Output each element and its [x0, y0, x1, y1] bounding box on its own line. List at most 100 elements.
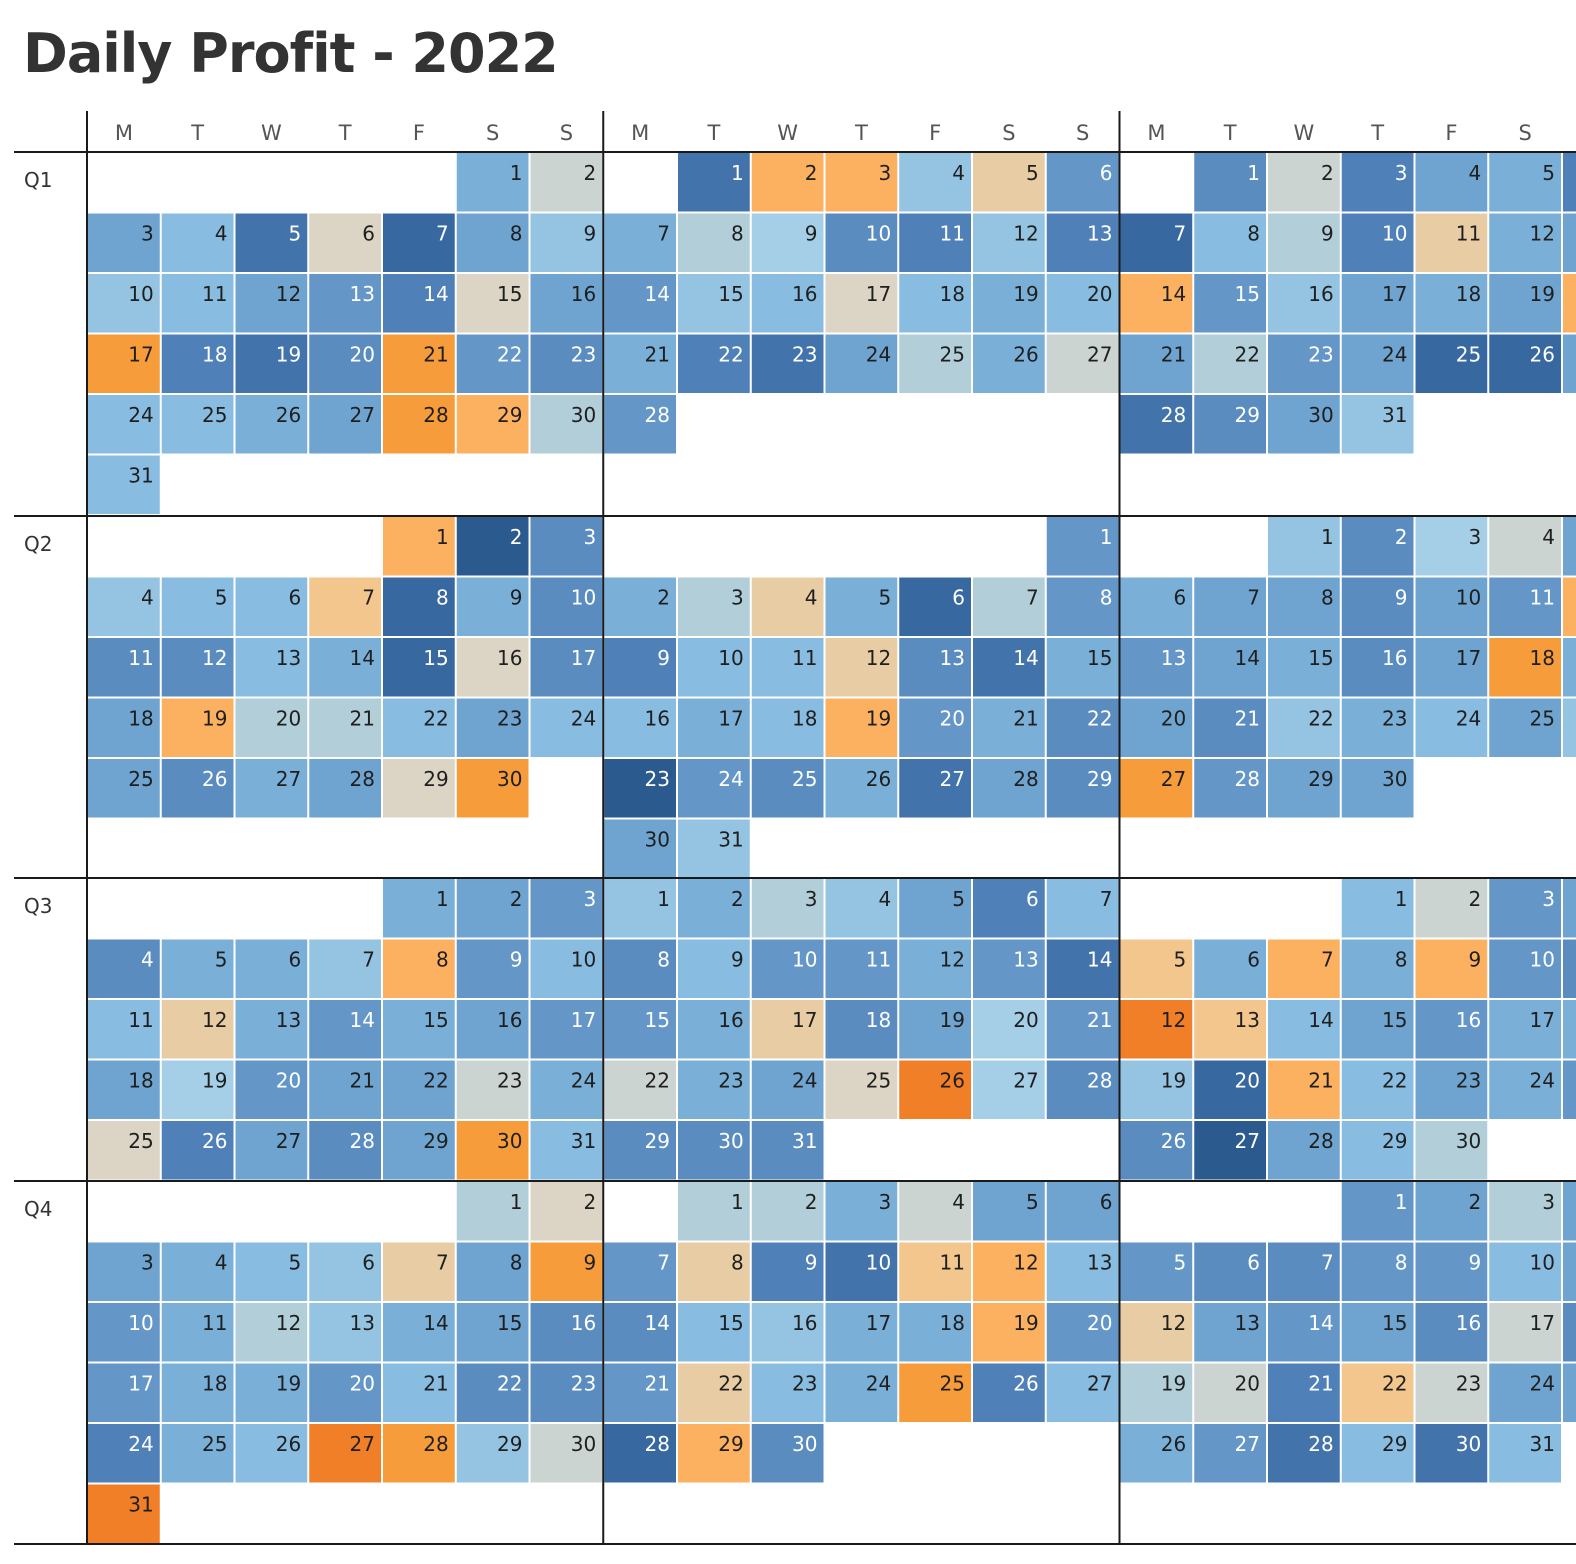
- day-cell: [1194, 1363, 1266, 1422]
- day-cell: [309, 759, 381, 818]
- day-cell: [1120, 698, 1193, 757]
- day-number: 14: [645, 282, 670, 306]
- day-number: 9: [510, 586, 523, 610]
- day-number: 23: [792, 1372, 817, 1396]
- day-cell: [1341, 517, 1414, 576]
- day-number: 22: [497, 1372, 522, 1396]
- day-number: 30: [645, 828, 670, 852]
- day-number: 2: [584, 161, 597, 185]
- day-cell: [1268, 759, 1340, 818]
- day-number: 6: [1247, 1251, 1260, 1275]
- day-cell: [1120, 1363, 1193, 1422]
- day-cell: [973, 1060, 1045, 1119]
- day-cell: [751, 1242, 824, 1301]
- day-cell: [678, 334, 750, 393]
- day-number: 19: [940, 1008, 965, 1032]
- day-cell: [973, 1000, 1045, 1059]
- day-cell: [456, 274, 529, 333]
- day-number: 2: [805, 1190, 818, 1214]
- day-cell: [1415, 1424, 1488, 1483]
- day-cell: [456, 1121, 529, 1180]
- day-number: 13: [1013, 948, 1038, 972]
- day-cell: [383, 638, 455, 697]
- day-number: 20: [1087, 282, 1112, 306]
- day-number: 7: [657, 1251, 670, 1275]
- day-number: 26: [1161, 1129, 1186, 1153]
- day-cell: [678, 819, 750, 878]
- day-cell: [1489, 1000, 1561, 1059]
- day-cell: [456, 1000, 529, 1059]
- day-cell: [1489, 1242, 1561, 1301]
- day-number: 20: [1087, 1311, 1112, 1335]
- day-number: 18: [128, 1069, 153, 1093]
- day-cell: [899, 213, 971, 272]
- day-number: 4: [141, 586, 154, 610]
- day-cell: [1120, 334, 1193, 393]
- day-cell: [383, 759, 455, 818]
- day-cell: [899, 1242, 971, 1301]
- day-number: 19: [1161, 1069, 1186, 1093]
- day-cell: [678, 698, 750, 757]
- day-cell: [751, 879, 824, 938]
- day-number: 3: [584, 887, 597, 911]
- day-cell: [1268, 1000, 1340, 1059]
- day-number: 29: [423, 1129, 448, 1153]
- day-cell: [825, 879, 898, 938]
- day-number: 21: [1308, 1372, 1333, 1396]
- day-number: 26: [940, 1069, 965, 1093]
- day-number: 27: [350, 1432, 375, 1456]
- day-number: 13: [1235, 1008, 1260, 1032]
- day-cell: [899, 1182, 971, 1241]
- day-cell: [383, 1000, 455, 1059]
- day-cell: [1341, 638, 1414, 697]
- day-cell: [309, 1000, 381, 1059]
- day-cell: [1120, 1000, 1193, 1059]
- quarter-label: Q4: [24, 1197, 52, 1221]
- day-number: 19: [276, 1372, 301, 1396]
- day-cell: [1194, 153, 1266, 212]
- day-number: 17: [1456, 646, 1481, 670]
- day-number: 6: [1100, 1190, 1113, 1214]
- day-number: 4: [879, 887, 892, 911]
- day-cell: [1341, 1424, 1414, 1483]
- day-cell: [825, 1000, 898, 1059]
- day-cell: [1341, 939, 1414, 998]
- day-cell: [1415, 517, 1488, 576]
- day-cell: [604, 819, 676, 878]
- day-cell: [235, 395, 308, 454]
- day-cell: [751, 1060, 824, 1119]
- day-number: 24: [792, 1069, 817, 1093]
- day-number: 29: [423, 767, 448, 791]
- day-number: 19: [202, 1069, 227, 1093]
- weekday-label: S: [1002, 121, 1015, 145]
- day-number: 28: [1235, 767, 1260, 791]
- day-number: 16: [497, 1008, 522, 1032]
- day-cell: [383, 1060, 455, 1119]
- day-number: 24: [571, 1069, 596, 1093]
- day-number: 30: [718, 1129, 743, 1153]
- day-number: 9: [584, 222, 597, 246]
- day-cell: [678, 759, 750, 818]
- day-number: 22: [1235, 343, 1260, 367]
- day-cell: [1341, 395, 1414, 454]
- day-cell: [161, 939, 234, 998]
- day-number: 29: [1382, 1432, 1407, 1456]
- day-cell: [383, 1424, 455, 1483]
- day-cell: [530, 274, 603, 333]
- day-cell: [604, 939, 676, 998]
- day-cell: [1489, 334, 1561, 393]
- day-cell: [1341, 1363, 1414, 1422]
- day-number: 12: [1013, 1251, 1038, 1275]
- day-cell: [235, 698, 308, 757]
- day-cell: [1415, 334, 1488, 393]
- day-cell: [235, 1303, 308, 1362]
- day-number: 13: [276, 1008, 301, 1032]
- day-cell: [88, 334, 160, 393]
- day-cell: [1120, 1060, 1193, 1119]
- day-cell: [530, 1303, 603, 1362]
- day-cell: [309, 1121, 381, 1180]
- day-cell: [1563, 879, 1576, 938]
- day-number: 14: [1087, 948, 1112, 972]
